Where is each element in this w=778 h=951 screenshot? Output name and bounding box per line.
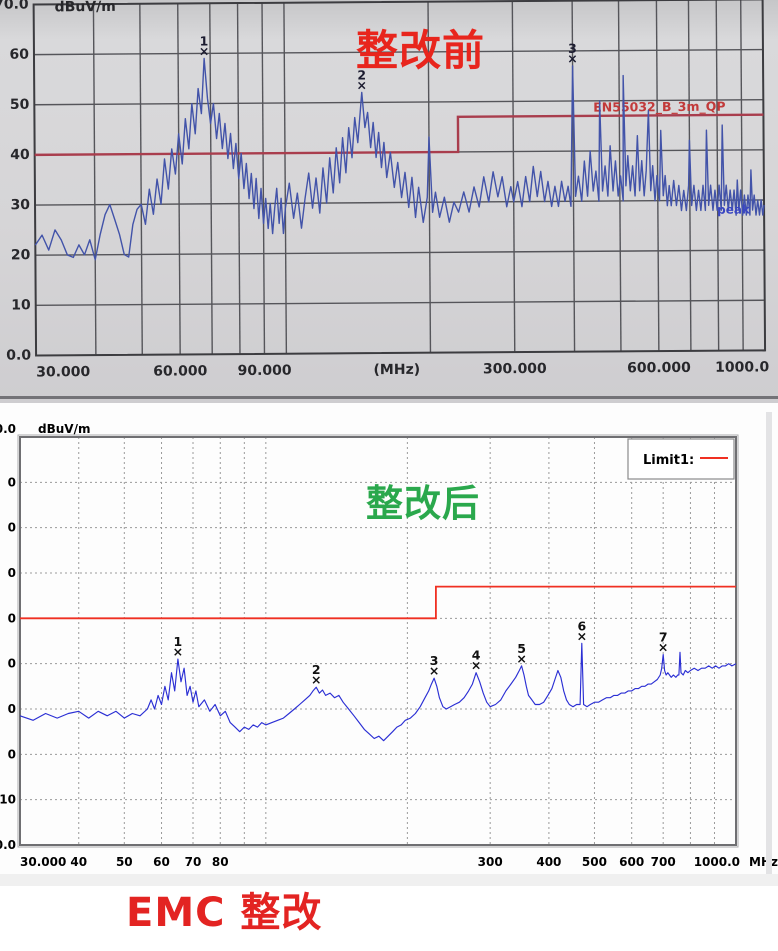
- svg-text:50: 50: [116, 855, 133, 869]
- svg-text:×: ×: [429, 663, 439, 678]
- svg-text:0.0: 0.0: [0, 422, 16, 436]
- after-peak-marker-4: 4×: [471, 648, 481, 673]
- before-trace: [34, 57, 765, 261]
- svg-text:20: 20: [11, 247, 31, 263]
- svg-text:3: 3: [568, 41, 577, 56]
- after-peak-marker-7: 7×: [658, 630, 668, 655]
- svg-text:300: 300: [478, 855, 503, 869]
- after-legend-label: Limit1:: [643, 453, 694, 468]
- svg-text:5: 5: [517, 641, 526, 656]
- after-plot: 1×2×3×4×5×6×7×0.000000001020.030.0004050…: [0, 422, 778, 869]
- before-limit-line: [34, 113, 764, 157]
- svg-text:0: 0: [8, 521, 16, 535]
- svg-text:0: 0: [8, 702, 16, 716]
- before-chart-photo: EN55032_B_3m_QP peak 1 × 2 × 3 × 70.0 60 50 40 30 20 1…: [0, 0, 778, 403]
- svg-text:3: 3: [430, 653, 439, 668]
- svg-text:500: 500: [582, 855, 607, 869]
- svg-text:7: 7: [659, 630, 668, 645]
- before-trace-label: peak: [717, 202, 751, 216]
- svg-text:70: 70: [185, 855, 202, 869]
- svg-text:×: ×: [658, 640, 668, 655]
- after-peak-marker-2: 2×: [311, 662, 321, 687]
- svg-text:0: 0: [8, 747, 16, 761]
- after-trace: [19, 642, 737, 742]
- before-peak-marker-3: 3×: [567, 41, 578, 66]
- svg-text:4: 4: [472, 648, 481, 663]
- svg-text:50: 50: [10, 97, 30, 113]
- svg-text:80: 80: [212, 855, 229, 869]
- svg-text:×: ×: [471, 658, 481, 673]
- after-border: [19, 436, 737, 846]
- after-limit-line: [20, 585, 736, 620]
- before-limit-label: EN55032_B_3m_QP: [593, 99, 725, 116]
- svg-text:×: ×: [173, 644, 183, 659]
- svg-text:70.0: 70.0: [0, 0, 29, 13]
- svg-text:2: 2: [312, 662, 321, 677]
- after-chart-panel: 1×2×3×4×5×6×7×0.000000001020.030.0004050…: [0, 403, 778, 875]
- svg-text:60.000: 60.000: [153, 363, 207, 379]
- svg-text:60: 60: [153, 855, 170, 869]
- after-peak-marker-1: 1×: [173, 634, 183, 659]
- after-y-tick-labels: 0.0 0 0 0 0 0 0 0 10 20.0: [0, 422, 16, 852]
- before-y-tick-labels: 70.0 60 50 40 30 20 10 0.0: [0, 0, 31, 364]
- svg-text:30.000: 30.000: [36, 364, 90, 380]
- svg-text:×: ×: [567, 51, 578, 66]
- svg-text:30: 30: [10, 197, 30, 213]
- before-x-tick-labels: 30.000 60.000 90.000 (MHz) 300.000 600.000 100…: [36, 359, 769, 380]
- svg-text:40: 40: [70, 855, 87, 869]
- svg-text:×: ×: [356, 77, 367, 92]
- svg-text:1: 1: [174, 634, 183, 649]
- svg-text:×: ×: [577, 628, 587, 643]
- svg-text:0.0: 0.0: [6, 348, 31, 364]
- photo-bottom-edge: [0, 396, 778, 399]
- before-title: 整改前: [356, 26, 486, 75]
- after-outer-frame: [17, 434, 739, 848]
- svg-text:0: 0: [8, 566, 16, 580]
- before-border: [32, 0, 767, 357]
- after-peak-marker-5: 5×: [516, 641, 526, 666]
- svg-text:700: 700: [651, 855, 676, 869]
- after-peak-marker-3: 3×: [429, 653, 439, 678]
- svg-text:0: 0: [8, 475, 16, 489]
- svg-text:×: ×: [516, 651, 526, 666]
- bottom-gray-band: [0, 874, 778, 886]
- svg-text:20.0: 20.0: [0, 838, 16, 852]
- after-unit-label: dBuV/m: [38, 422, 90, 436]
- svg-text:90.000: 90.000: [238, 363, 292, 379]
- svg-text:6: 6: [577, 618, 586, 633]
- svg-text:×: ×: [199, 43, 210, 58]
- svg-text:10: 10: [0, 793, 16, 807]
- before-peak-marker-2: 2×: [356, 67, 367, 92]
- svg-text:×: ×: [311, 672, 321, 687]
- svg-text:40: 40: [10, 147, 30, 163]
- after-peak-marker-6: 6×: [577, 618, 587, 643]
- svg-text:600.000: 600.000: [627, 360, 691, 376]
- after-title: 整改后: [366, 482, 480, 525]
- svg-text:0: 0: [8, 657, 16, 671]
- svg-text:1: 1: [200, 33, 209, 48]
- before-peak-marker-1: 1×: [199, 33, 210, 58]
- before-chart-svg: EN55032_B_3m_QPpeak1×2×3×70.060504030201…: [0, 0, 769, 380]
- svg-text:600: 600: [619, 855, 644, 869]
- after-chart-svg: 1×2×3×4×5×6×7×0.000000001020.030.0004050…: [0, 422, 778, 869]
- svg-text:10: 10: [11, 297, 31, 313]
- svg-text:60: 60: [9, 47, 29, 63]
- right-gray-strip: [766, 412, 772, 874]
- svg-text:30.000: 30.000: [20, 855, 66, 869]
- before-unit-label: dBuV/m: [55, 0, 116, 15]
- svg-text:300.000: 300.000: [483, 361, 547, 377]
- before-plot: EN55032_B_3m_QPpeak1×2×3×70.060504030201…: [0, 0, 769, 380]
- page-caption: EMC 整改: [126, 890, 323, 936]
- svg-text:(MHz): (MHz): [373, 362, 420, 378]
- svg-text:2: 2: [357, 67, 366, 82]
- svg-text:400: 400: [536, 855, 561, 869]
- after-x-unit-label: MHz: [749, 855, 778, 869]
- svg-text:0: 0: [8, 611, 16, 625]
- after-x-tick-labels: 30.000 40 50 60 70 80 300 400 500 600 700 1000.0 MHz: [20, 855, 778, 869]
- svg-text:1000.0: 1000.0: [694, 855, 740, 869]
- svg-text:1000.0: 1000.0: [715, 359, 769, 375]
